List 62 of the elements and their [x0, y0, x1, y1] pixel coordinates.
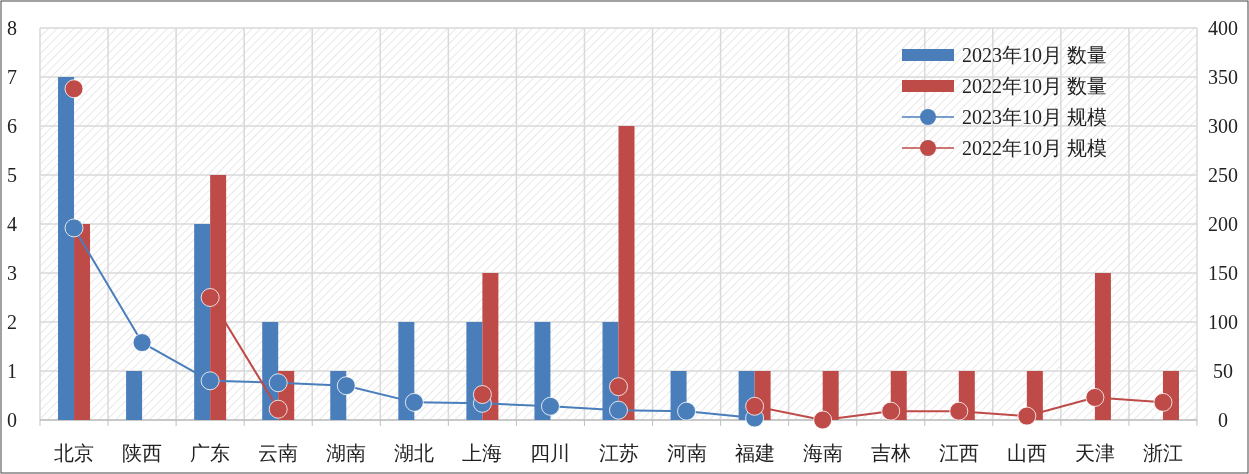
point: [949, 401, 969, 421]
y-tick-label: 6: [7, 115, 17, 137]
x-tick-label: 江西: [938, 442, 979, 464]
x-tick-label: 上海: [462, 442, 503, 464]
legend-label: 2022年10月 数量: [962, 75, 1107, 97]
y2-tick-label: 400: [1208, 17, 1238, 39]
x-tick-label: 福建: [734, 442, 775, 464]
x-tick-label: 陕西: [122, 442, 163, 464]
y-tick-label: 7: [7, 66, 17, 88]
y-tick-label: 5: [7, 164, 17, 186]
y-tick-label: 2: [7, 311, 17, 333]
point: [609, 377, 628, 397]
y2-tick-label: 0: [1218, 409, 1228, 431]
point: [472, 385, 492, 404]
x-tick-label: 江苏: [598, 442, 639, 464]
point: [268, 373, 288, 393]
x-tick-label: 湖南: [326, 442, 367, 464]
point: [268, 399, 288, 419]
y2-tick-label: 150: [1208, 262, 1238, 284]
x-tick-label: 河南: [666, 442, 707, 464]
point: [1085, 388, 1105, 407]
legend-label: 2022年10月 规模: [962, 137, 1107, 159]
y-tick-label: 3: [7, 262, 17, 284]
point: [813, 410, 833, 430]
y2-tick-label: 200: [1208, 213, 1238, 235]
point: [64, 218, 84, 238]
y2-tick-label: 50: [1213, 360, 1233, 382]
y2-tick-label: 300: [1208, 115, 1238, 137]
y-tick-label: 4: [7, 213, 17, 235]
point: [64, 79, 84, 99]
x-tick-label: 山西: [1006, 442, 1047, 464]
point: [541, 396, 560, 416]
x-tick-label: 浙江: [1142, 442, 1183, 464]
x-tick-label: 四川: [530, 442, 571, 464]
y-tick-label: 1: [7, 360, 17, 382]
point: [336, 376, 356, 396]
y2-tick-label: 100: [1208, 311, 1238, 333]
y-tick-label: 8: [7, 17, 17, 39]
x-tick-label: 北京: [54, 442, 95, 464]
x-tick-label: 吉林: [870, 442, 911, 464]
point: [609, 400, 628, 420]
bar: [126, 371, 143, 420]
bar: [74, 224, 91, 420]
y-tick-label: 0: [7, 409, 17, 431]
x-tick-label: 湖北: [394, 442, 435, 464]
point: [1153, 392, 1173, 412]
point: [200, 371, 220, 391]
y2-tick-label: 250: [1208, 164, 1238, 186]
x-tick-label: 海南: [802, 442, 843, 464]
x-tick-label: 云南: [258, 442, 299, 464]
point: [404, 392, 424, 412]
x-tick-label: 天津: [1074, 442, 1115, 464]
point: [745, 396, 765, 416]
point: [677, 401, 696, 421]
point: [1017, 406, 1037, 426]
legend-label: 2023年10月 数量: [962, 44, 1107, 66]
x-tick-label: 广东: [190, 442, 231, 464]
point: [881, 401, 901, 421]
y2-tick-label: 350: [1208, 66, 1238, 88]
point: [200, 288, 220, 307]
legend-label: 2023年10月 规模: [962, 106, 1107, 128]
point: [132, 333, 152, 352]
